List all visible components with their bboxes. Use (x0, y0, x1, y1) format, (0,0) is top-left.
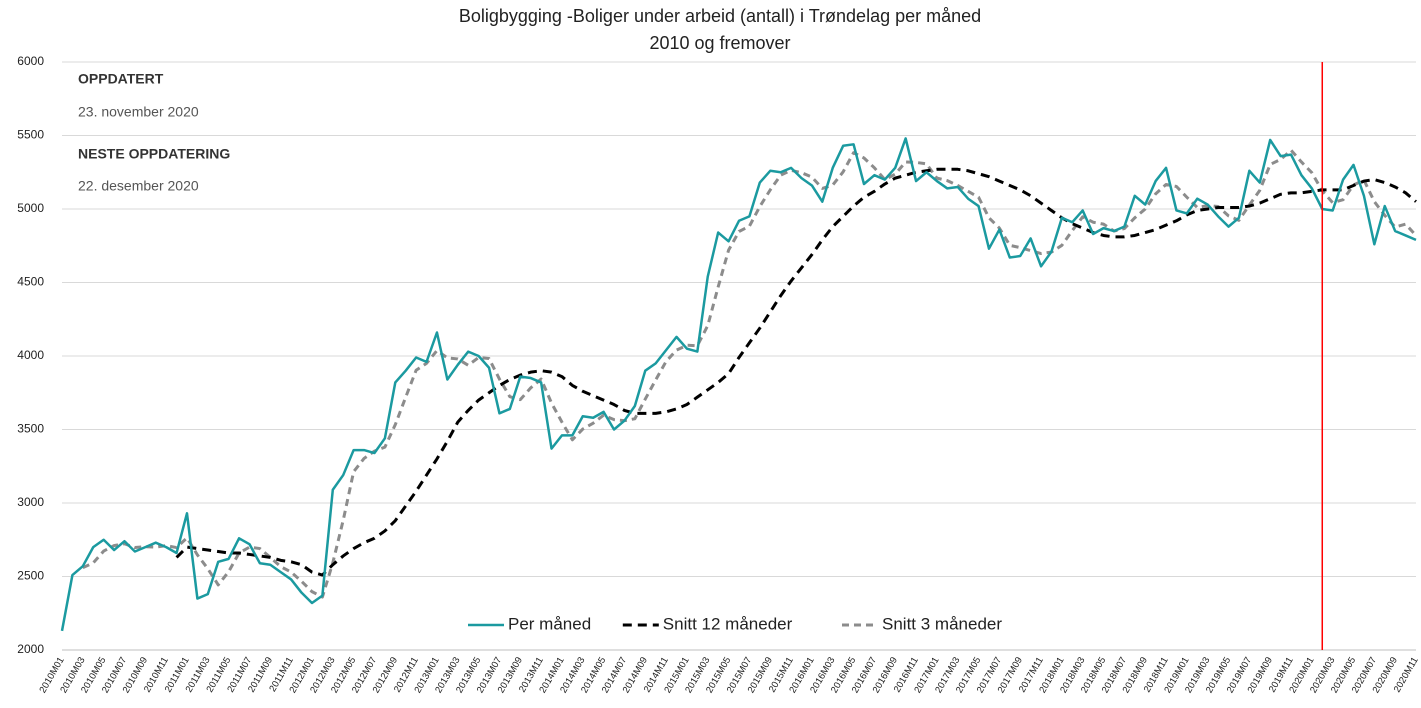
series-line (175, 167, 1417, 577)
y-tick-label: 5500 (17, 128, 44, 142)
y-tick-label: 2000 (17, 642, 44, 656)
y-tick-label: 5000 (17, 201, 44, 215)
y-tick-label: 3500 (17, 422, 44, 436)
annotation: OPPDATERT (78, 71, 164, 87)
legend-label: Snitt 12 måneder (663, 614, 793, 633)
y-tick-label: 4500 (17, 275, 44, 289)
y-tick-label: 4000 (17, 348, 44, 362)
legend-label: Per måned (508, 614, 591, 633)
legend: Per måned Snitt 12 måneder Snitt 3 måneder (468, 614, 1002, 633)
annotation: NESTE OPPDATERING (78, 146, 230, 162)
annotation: 22. desember 2020 (78, 178, 199, 194)
series-line (60, 137, 1417, 632)
annotation: 23. november 2020 (78, 104, 199, 120)
y-tick-label: 6000 (17, 54, 44, 68)
chart-title: Boligbygging -Boliger under arbeid (anta… (459, 6, 981, 26)
y-tick-label: 2500 (17, 569, 44, 583)
legend-label: Snitt 3 måneder (882, 614, 1002, 633)
chart-subtitle: 2010 og fremover (649, 33, 790, 53)
y-tick-label: 3000 (17, 495, 44, 509)
